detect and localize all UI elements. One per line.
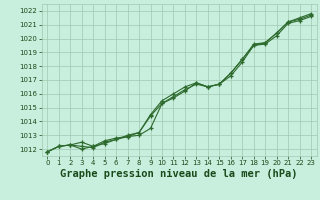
X-axis label: Graphe pression niveau de la mer (hPa): Graphe pression niveau de la mer (hPa): [60, 169, 298, 179]
